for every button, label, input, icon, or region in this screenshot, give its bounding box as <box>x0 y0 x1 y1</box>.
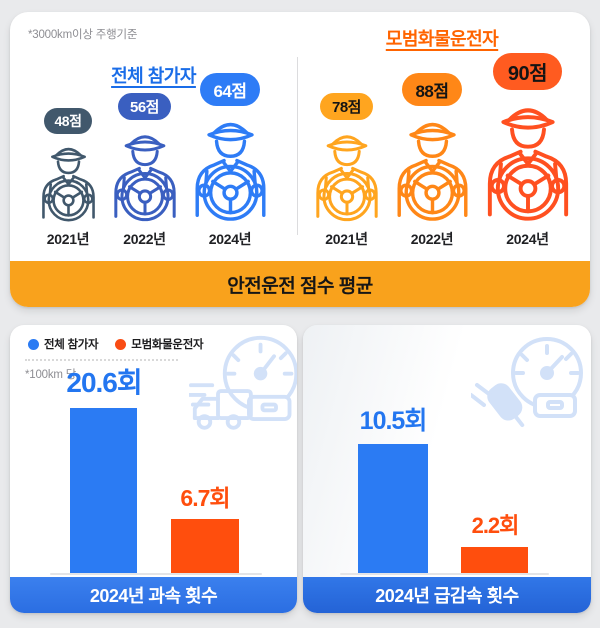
model-truck-drivers-group: 모범화물운전자 78점 2021년 88점 2022년 90점 2024년 <box>300 12 584 261</box>
vertical-divider <box>297 57 298 235</box>
score-badge: 78점 <box>320 93 373 120</box>
driver-steering-wheel-icon <box>396 111 469 223</box>
per-100km-note: *100km 당 <box>25 369 77 381</box>
legend-label: 모범화물운전자 <box>131 339 204 351</box>
driver-column-2021: 48점 2021년 <box>41 108 96 249</box>
dotted-divider <box>25 359 178 361</box>
year-label: 2024년 <box>208 231 252 247</box>
legend: 전체 참가자 모범화물운전자 <box>28 336 204 352</box>
driver-row: 48점 2021년 56점 2022년 64점 2024년 <box>10 73 297 249</box>
legend-dot-blue <box>28 338 39 350</box>
score-average-banner: 안전운전 점수 평균 <box>10 261 590 307</box>
year-label: 2021년 <box>46 231 90 247</box>
score-average-card: *3000km이상 주행기준 전체 참가자 48점 2021년 56점 2022… <box>10 12 590 307</box>
legend-item-all-participants: 전체 참가자 <box>28 336 99 352</box>
speeding-count-banner: 2024년 과속 횟수 <box>10 577 297 613</box>
year-label: 2022년 <box>123 231 166 247</box>
bar-value-label: 10.5회 <box>359 407 428 435</box>
driver-column-2024: 90점 2024년 <box>486 53 570 249</box>
speedometer-pedal-watermark <box>471 337 583 428</box>
sudden-deceleration-card: 10.5회 2.2회 2024년 급감속 횟수 <box>303 325 591 613</box>
bar-value-label: 2.2회 <box>471 513 520 538</box>
driver-steering-wheel-icon <box>486 95 570 223</box>
sudden-deceleration-banner: 2024년 급감속 횟수 <box>303 577 591 613</box>
driver-steering-wheel-icon <box>41 139 96 223</box>
bar-all-participants <box>358 444 428 573</box>
chart-baseline <box>50 573 262 575</box>
driver-row: 78점 2021년 88점 2022년 90점 2024년 <box>300 53 584 249</box>
driver-steering-wheel-icon <box>315 125 379 223</box>
year-label: 2021년 <box>325 231 368 247</box>
driver-steering-wheel-icon <box>113 125 177 223</box>
score-badge: 88점 <box>402 73 462 106</box>
bar-value-label: 20.6회 <box>66 367 142 398</box>
score-badge: 90점 <box>492 53 563 90</box>
chart-baseline <box>340 573 549 575</box>
legend-item-model-drivers: 모범화물운전자 <box>115 336 204 352</box>
legend-label: 전체 참가자 <box>44 339 99 351</box>
all-participants-group: 전체 참가자 48점 2021년 56점 2022년 64점 2024년 <box>10 12 297 261</box>
driver-column-2022: 88점 2022년 <box>396 73 469 249</box>
driver-steering-wheel-icon <box>194 111 267 223</box>
group-title-model-drivers: 모범화물운전자 <box>385 29 499 49</box>
speedometer-truck-watermark <box>189 335 297 430</box>
score-badge: 64점 <box>200 73 260 106</box>
year-label: 2024년 <box>506 231 549 247</box>
bar-model-drivers <box>171 519 239 573</box>
criteria-note: *3000km이상 주행기준 <box>28 29 138 41</box>
score-badge: 56점 <box>118 93 171 120</box>
bar-all-participants <box>70 408 137 573</box>
driver-column-2021: 78점 2021년 <box>315 93 379 249</box>
group-title-all-participants: 전체 참가자 <box>111 66 196 86</box>
bar-model-drivers <box>461 547 528 573</box>
driver-column-2024: 64점 2024년 <box>194 73 267 249</box>
year-label: 2022년 <box>410 231 454 247</box>
bar-value-label: 6.7회 <box>180 485 230 511</box>
legend-dot-orange <box>115 338 127 350</box>
speeding-count-card: 전체 참가자 모범화물운전자 *100km 당 20.6회 6.7회 2024년… <box>10 325 297 613</box>
driver-column-2022: 56점 2022년 <box>113 93 177 249</box>
score-badge: 48점 <box>43 108 93 134</box>
